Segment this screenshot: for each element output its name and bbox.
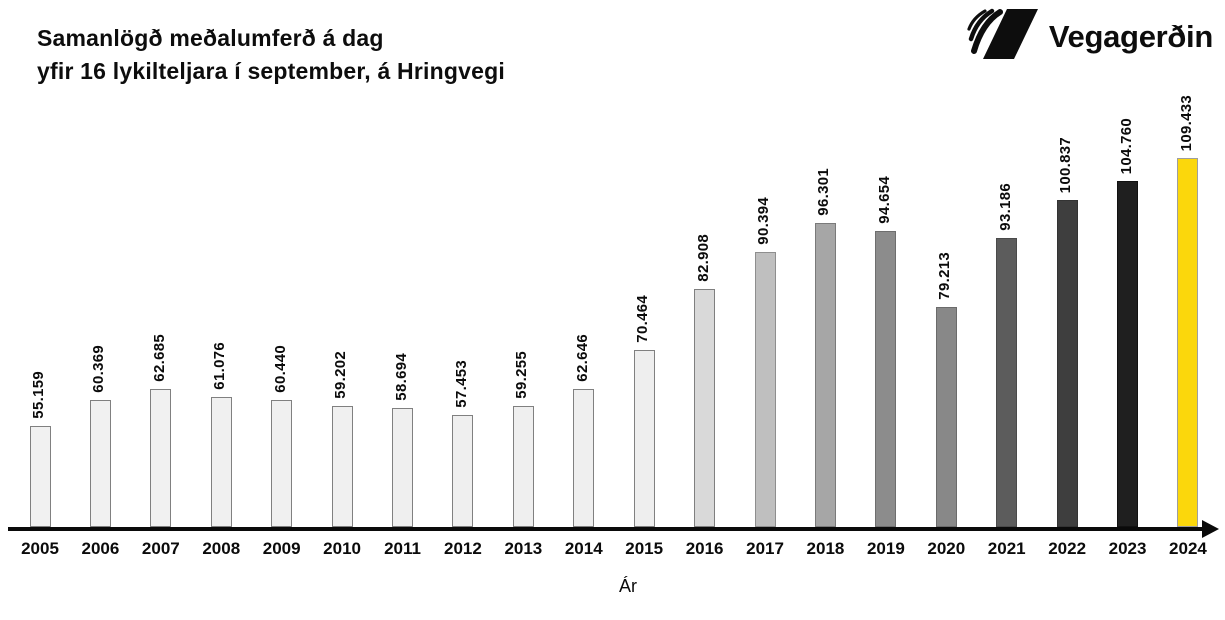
x-tick-label-2021: 2021 — [987, 539, 1026, 558]
bar-2024 — [1177, 158, 1199, 527]
bar-2010 — [331, 406, 353, 527]
value-label-2009: 60.440 — [271, 345, 289, 393]
value-label-2007: 62.685 — [150, 334, 168, 382]
vegagerdin-logo: Vegagerðin — [957, 8, 1213, 65]
x-axis-line — [8, 527, 1206, 531]
value-label-2005: 55.159 — [30, 371, 47, 419]
x-tick-label-2022: 2022 — [1048, 539, 1087, 558]
value-label-2008: 61.076 — [211, 342, 229, 390]
value-label-2018: 96.301 — [815, 168, 833, 216]
x-tick-label-2012: 2012 — [444, 539, 482, 558]
bar-2023 — [1117, 181, 1139, 527]
x-tick-label-2011: 2011 — [384, 539, 421, 558]
chart-title: Samanlögð meðalumferð á dag yfir 16 lyki… — [37, 22, 505, 88]
bar-2022 — [1056, 200, 1078, 527]
x-tick-label-2009: 2009 — [262, 539, 301, 558]
value-label-2016: 82.908 — [694, 234, 712, 282]
bar-2018 — [814, 223, 836, 527]
value-label-2019: 94.654 — [875, 176, 893, 224]
x-axis-title: Ár — [619, 576, 637, 596]
vegagerdin-logo-icon — [957, 8, 1039, 65]
bar-2008 — [210, 397, 232, 527]
x-tick-label-2013: 2013 — [504, 539, 543, 558]
bar-2009 — [271, 400, 293, 527]
x-tick-label-2010: 2010 — [323, 539, 361, 558]
bar-2016 — [694, 289, 716, 527]
chart-title-line1: Samanlögð meðalumferð á dag — [37, 25, 384, 51]
x-tick-label-2008: 2008 — [202, 539, 241, 558]
value-label-2022: 100.837 — [1057, 136, 1075, 193]
value-label-2024: 109.433 — [1177, 94, 1195, 151]
value-label-2015: 70.464 — [634, 295, 652, 343]
value-label-2021: 93.186 — [996, 183, 1014, 231]
bar-2021 — [996, 238, 1018, 527]
value-label-2020: 79.213 — [936, 252, 954, 300]
bar-2013 — [512, 406, 534, 527]
x-tick-label-2015: 2015 — [625, 539, 664, 558]
x-tick-label-2020: 2020 — [927, 539, 966, 558]
x-tick-label-2019: 2019 — [866, 539, 905, 558]
value-label-2023: 104.760 — [1117, 117, 1135, 174]
bar-2012 — [452, 415, 474, 527]
value-label-2011: 58.694 — [392, 353, 410, 401]
x-tick-label-2023: 2023 — [1108, 539, 1147, 558]
value-label-2010: 59.202 — [332, 351, 350, 399]
value-label-2006: 60.369 — [90, 345, 108, 393]
bar-2015 — [633, 350, 655, 527]
chart-title-line2: yfir 16 lykilteljara í september, á Hrin… — [37, 58, 505, 84]
value-label-2013: 59.255 — [513, 351, 531, 399]
bar-2014 — [573, 389, 595, 527]
bar-2017 — [754, 252, 776, 527]
bar-2007 — [150, 389, 172, 527]
x-tick-label-2018: 2018 — [806, 539, 845, 558]
x-tick-label-2006: 2006 — [81, 539, 120, 558]
bar-2019 — [875, 231, 897, 527]
x-tick-label-2014: 2014 — [564, 539, 603, 558]
value-label-2014: 62.646 — [573, 334, 591, 382]
bar-2020 — [935, 307, 957, 527]
x-tick-label-2005: 2005 — [21, 539, 59, 558]
bar-2011 — [392, 408, 414, 527]
value-label-2012: 57.453 — [452, 360, 470, 408]
x-tick-label-2007: 2007 — [141, 539, 180, 558]
bar-2006 — [89, 400, 111, 527]
x-axis-arrow-icon — [1202, 520, 1219, 538]
x-tick-label-2017: 2017 — [746, 539, 784, 558]
x-tick-label-2016: 2016 — [685, 539, 724, 558]
bar-2005 — [29, 426, 51, 527]
value-label-2017: 90.394 — [755, 197, 773, 245]
vegagerdin-logo-wordmark: Vegagerðin — [1048, 18, 1213, 54]
x-tick-label-2024: 2024 — [1169, 539, 1207, 558]
